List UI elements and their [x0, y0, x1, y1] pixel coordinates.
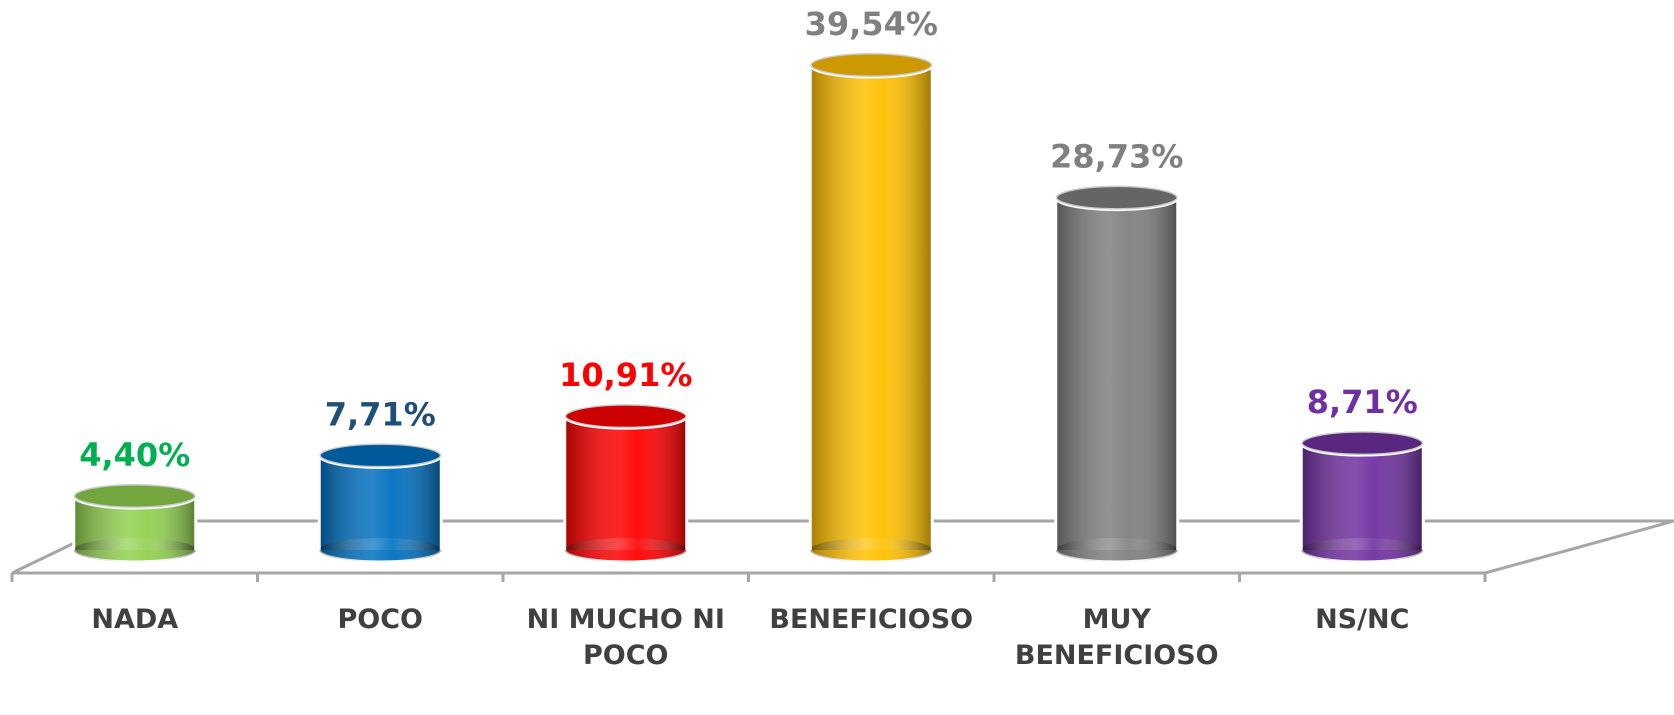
value-label: 7,71% [325, 395, 436, 433]
value-label: 4,40% [79, 436, 190, 474]
bar-top [72, 482, 198, 510]
bar-shade [810, 65, 933, 550]
bar-shade [1055, 197, 1178, 550]
x-tick-label: NI MUCHO NI POCO [526, 604, 725, 671]
value-label: 8,71% [1307, 383, 1418, 421]
bar-bottom-shade [1301, 538, 1424, 562]
bar-shade [1301, 443, 1424, 550]
bar-bottom-shade [564, 538, 687, 562]
value-label: 39,54% [805, 5, 938, 43]
x-tick-label: POCO [337, 604, 423, 635]
bar-bottom-shade [810, 538, 933, 562]
bar-top [808, 51, 934, 79]
bar-top-shade [319, 443, 442, 468]
bar-top-shade [1055, 185, 1178, 210]
x-tick-label: NADA [91, 604, 179, 635]
bar-bottom-shade [73, 538, 196, 562]
value-label: 10,91% [559, 356, 692, 394]
floor-right [1484, 519, 1674, 575]
value-label: 28,73% [1050, 138, 1183, 176]
bar-top-shade [1301, 431, 1424, 456]
x-tick-label: MUY BENEFICIOSO [1014, 604, 1219, 671]
bar-top-shade [810, 53, 933, 77]
bar-top-shade [564, 404, 687, 429]
bar-bottom-shade [1055, 538, 1178, 562]
x-tick-label: BENEFICIOSO [769, 604, 974, 635]
bar-shade [564, 416, 687, 550]
bar-top-shade [73, 484, 196, 509]
bar-shade [319, 455, 442, 550]
bar-top [1054, 184, 1180, 212]
bar-top [563, 402, 689, 430]
bar-top [1299, 429, 1425, 457]
x-tick-label: NS/NC [1315, 604, 1410, 635]
bar-top [317, 441, 443, 469]
bar-bottom-shade [319, 538, 442, 562]
